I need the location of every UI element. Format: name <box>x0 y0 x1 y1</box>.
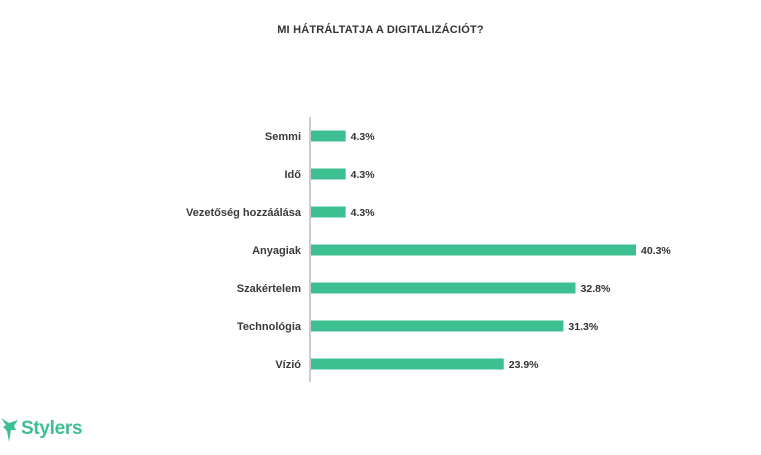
bar-chart: Semmi 4.3% Idő 4.3% Vezetőség hozzáálása 4.3%… <box>186 117 671 382</box>
bar <box>311 320 564 332</box>
category-label: Vízió <box>275 359 301 371</box>
value-label: 31.3% <box>568 321 598 333</box>
value-label: 32.8% <box>581 283 611 295</box>
chart-title: MI HÁTRÁLTATJA A DIGITALIZÁCIÓT? <box>277 24 484 36</box>
bars-layer: Semmi 4.3% Idő 4.3% Vezetőség hozzáálása 4.3%… <box>186 130 671 371</box>
category-label: Vezetőség hozzáálása <box>186 207 302 219</box>
value-label: 4.3% <box>351 131 376 143</box>
bar <box>311 244 636 256</box>
value-label: 4.3% <box>351 207 376 219</box>
category-label: Szakértelem <box>237 283 301 295</box>
value-label: 23.9% <box>509 359 539 371</box>
category-label: Technológia <box>237 321 302 333</box>
hummingbird-icon <box>1 418 18 442</box>
category-label: Idő <box>285 169 302 181</box>
bar <box>311 130 346 142</box>
logo-text: Stylers <box>21 418 83 439</box>
stylers-logo: Stylers <box>0 410 83 446</box>
bar <box>311 168 346 180</box>
category-label: Semmi <box>265 131 301 143</box>
bar <box>311 282 576 294</box>
category-label: Anyagiak <box>252 245 302 257</box>
value-label: 40.3% <box>641 245 671 257</box>
bar <box>311 358 504 370</box>
value-label: 4.3% <box>351 169 376 181</box>
bar <box>311 206 346 218</box>
